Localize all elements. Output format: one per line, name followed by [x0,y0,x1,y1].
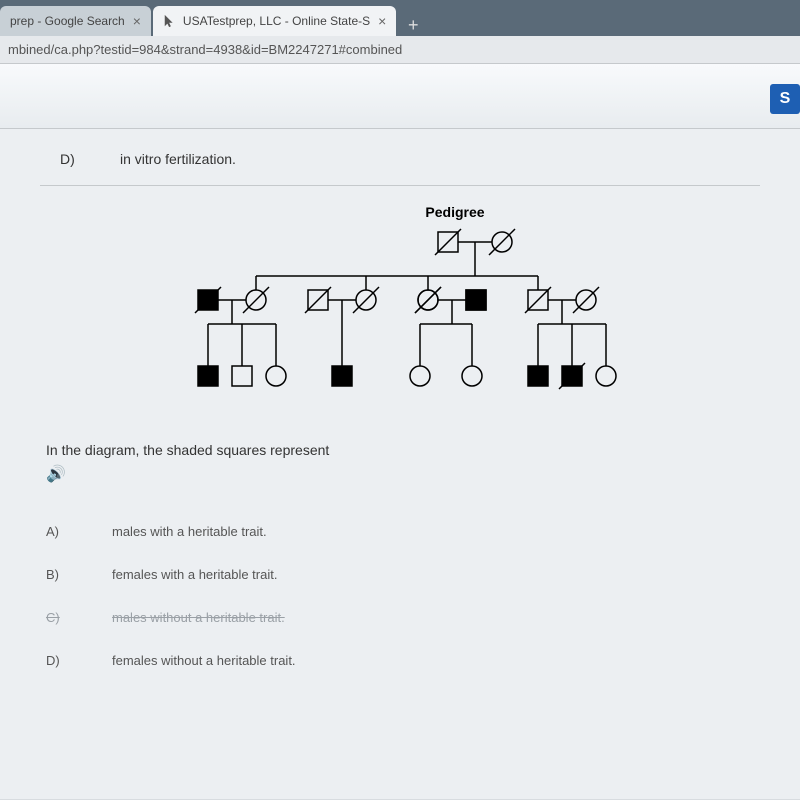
answer-options: A) males with a heritable trait. B) females… [40,510,760,682]
tab-label: prep - Google Search [10,14,125,28]
url-text: mbined/ca.php?testid=984&strand=4938&id=… [8,42,402,57]
pedigree-diagram [160,226,640,416]
pedigree-title: Pedigree [425,204,484,220]
option-text: females without a heritable trait. [112,653,296,668]
answer-option: C) males without a heritable trait. [46,596,760,639]
option-label: D) [60,151,80,167]
option-d-previous[interactable]: D) in vitro fertilization. [40,143,760,185]
option-text: females with a heritable trait. [112,567,277,582]
s-button[interactable]: S [770,84,800,114]
option-text: males with a heritable trait. [112,524,267,539]
option-label: A) [46,524,66,539]
pedigree-container: Pedigree [40,204,760,416]
content-area: D) in vitro fertilization. Pedigree In t… [0,129,800,799]
question-text: In the diagram, the shaded squares repre… [40,442,760,458]
answer-option[interactable]: B) females with a heritable trait. [46,553,760,596]
search-input[interactable] [90,84,770,114]
tab-google[interactable]: prep - Google Search × [0,6,151,36]
option-label: C) [46,610,66,625]
address-bar[interactable]: mbined/ca.php?testid=984&strand=4938&id=… [0,36,800,64]
cursor-icon [163,14,177,28]
divider [40,185,760,186]
tab-label: USATestprep, LLC - Online State-S [183,14,370,28]
tab-usatestprep[interactable]: USATestprep, LLC - Online State-S × [153,6,396,36]
option-text: males without a heritable trait. [112,610,285,625]
speaker-icon[interactable]: 🔊 [40,464,760,484]
toolbar: S [0,64,800,129]
tabs-bar: prep - Google Search × USATestprep, LLC … [0,0,800,36]
answer-option[interactable]: A) males with a heritable trait. [46,510,760,553]
answer-option[interactable]: D) females without a heritable trait. [46,639,760,682]
close-icon[interactable]: × [133,13,141,29]
new-tab-button[interactable]: + [398,15,428,36]
option-label: D) [46,653,66,668]
close-icon[interactable]: × [378,13,386,29]
option-label: B) [46,567,66,582]
option-text: in vitro fertilization. [120,151,236,167]
